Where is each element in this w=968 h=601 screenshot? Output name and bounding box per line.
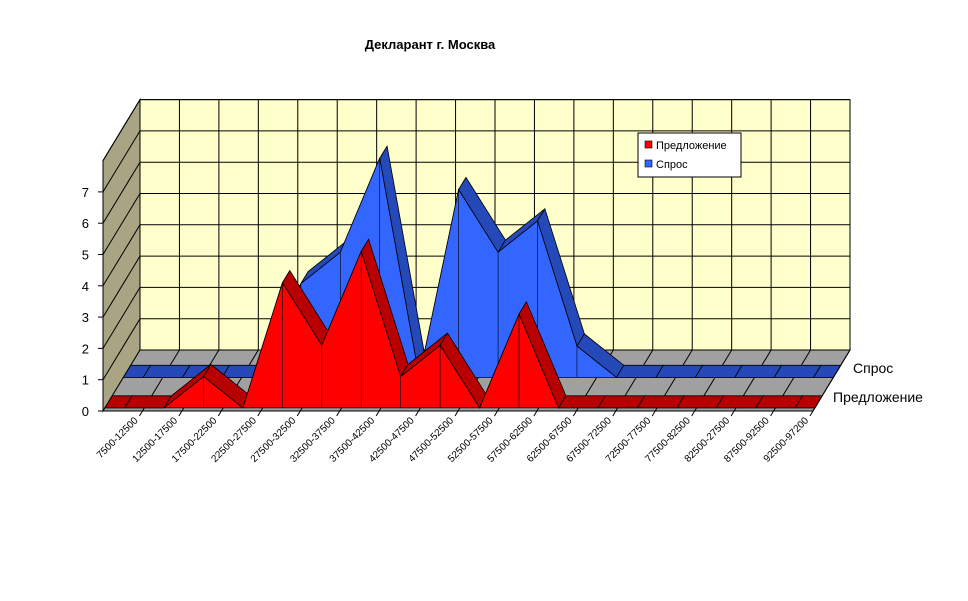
x-tick-mark	[770, 410, 774, 417]
series-front-layer	[104, 238, 824, 409]
legend-box	[637, 132, 742, 178]
supply-top-segment	[676, 395, 725, 409]
depth-label-front: Предложение	[833, 389, 923, 405]
y-tick-label: 6	[82, 216, 89, 231]
y-tick-label: 5	[82, 248, 89, 263]
demand-top-segment	[733, 364, 783, 378]
demand-top-segment	[655, 364, 704, 378]
y-tick-label: 2	[82, 341, 89, 356]
depth-axis-line	[812, 349, 851, 412]
x-tick-mark	[336, 410, 341, 417]
x-tick-mark	[572, 410, 577, 417]
x-tick-mark	[296, 410, 301, 417]
y-tick-label: 4	[82, 279, 89, 294]
x-tick-mark	[415, 410, 419, 417]
x-tick-mark	[375, 410, 380, 417]
supply-top-segment	[123, 395, 173, 409]
y-tick-label: 1	[82, 373, 89, 388]
depth-axis: Спрос Предложение	[812, 349, 923, 412]
x-tick-mark	[533, 410, 538, 417]
x-tick-mark	[178, 410, 183, 417]
y-tick-label: 0	[82, 404, 89, 419]
legend: Предложение Спрос	[637, 132, 742, 178]
demand-top-segment	[615, 364, 665, 378]
legend-swatch-demand	[644, 159, 653, 168]
x-tick-mark	[257, 410, 262, 417]
demand-top-segment	[773, 364, 822, 378]
supply-top-segment	[754, 395, 804, 409]
x-tick-mark	[691, 410, 696, 417]
supply-top-segment	[636, 395, 685, 409]
x-tick-mark	[809, 410, 814, 417]
chart-title: Декларант г. Москва	[365, 37, 496, 52]
demand-top-segment	[694, 364, 743, 378]
legend-swatch-supply	[644, 140, 653, 149]
demand-top-segment	[142, 364, 191, 378]
legend-label-demand: Спрос	[656, 159, 688, 171]
supply-top-segment	[557, 395, 607, 409]
supply-top-segment	[597, 395, 646, 409]
x-tick-mark	[730, 410, 735, 417]
x-tick-mark	[217, 410, 222, 417]
x-tick-mark	[454, 410, 459, 417]
grid-lines	[102, 99, 850, 412]
legend-label-supply: Предложение	[656, 140, 727, 152]
y-tick-label: 7	[82, 185, 89, 200]
depth-label-back: Спрос	[853, 360, 893, 376]
y-tick-label: 3	[82, 310, 89, 325]
x-tick-mark	[139, 410, 143, 417]
supply-top-segment	[715, 395, 764, 409]
x-axis: 7500-1250012500-1750017500-2250022500-27…	[95, 410, 814, 465]
y-axis: 0 1 2 3 4 5 6 7	[82, 160, 104, 419]
x-tick-mark	[612, 410, 617, 417]
x-tick-mark	[494, 410, 498, 417]
x-tick-mark	[651, 410, 656, 417]
